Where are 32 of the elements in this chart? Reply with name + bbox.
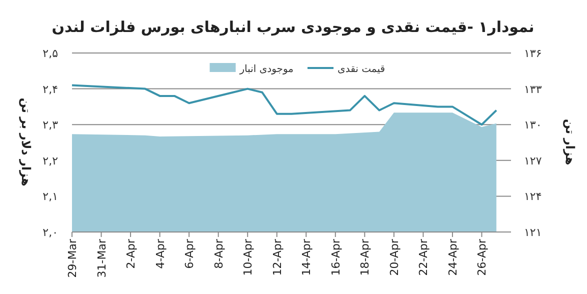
y-tick-label: ۲,۲ <box>42 154 58 168</box>
x-tick-label: 14-Apr <box>300 238 314 276</box>
y-axis-title: هزار دلار بر تن <box>19 98 33 186</box>
y-tick-label: ۲,۳ <box>42 118 58 132</box>
y2-tick-label: ۱۳۶ <box>524 47 542 60</box>
y-tick-label: ۲,۰ <box>42 226 58 239</box>
x-tick-label: 2-Apr <box>124 238 138 269</box>
x-tick-label: 18-Apr <box>358 238 372 276</box>
x-tick-label: 31-Mar <box>95 238 108 278</box>
x-tick-label: 24-Apr <box>446 238 460 276</box>
y2-tick-label: ۱۳۰ <box>524 118 542 132</box>
legend-label: قیمت نقدی <box>338 64 386 75</box>
x-tick-label: 8-Apr <box>212 238 226 269</box>
y2-tick-label: ۱۲۷ <box>524 154 542 168</box>
x-tick-label: 6-Apr <box>183 238 196 269</box>
y2-axis-title: هزار تن <box>563 118 577 166</box>
y2-tick-label: ۱۲۴ <box>524 190 542 204</box>
chart-title: نمودار۱ -قیمت نقدی و موجودی سرب انبارهای بورس فلزات لندن <box>52 18 534 36</box>
legend-label: موجودی انبار <box>238 64 294 75</box>
x-tick-label: 10-Apr <box>242 238 255 276</box>
x-tick-label: 22-Apr <box>417 238 430 276</box>
x-tick-label: 16-Apr <box>329 238 342 276</box>
x-tick-label: 4-Apr <box>154 238 167 269</box>
y-tick-label: ۲,۱ <box>42 190 58 204</box>
x-tick-label: 26-Apr <box>476 238 489 276</box>
y-tick-label: ۲,۵ <box>42 47 58 60</box>
x-tick-label: 29-Mar <box>66 238 79 278</box>
y2-tick-label: ۱۲۱ <box>524 226 542 239</box>
y2-tick-label: ۱۳۳ <box>524 82 542 96</box>
x-tick-label: 12-Apr <box>270 238 284 276</box>
y-tick-label: ۲,۴ <box>42 82 58 96</box>
x-tick-label: 20-Apr <box>388 238 401 276</box>
